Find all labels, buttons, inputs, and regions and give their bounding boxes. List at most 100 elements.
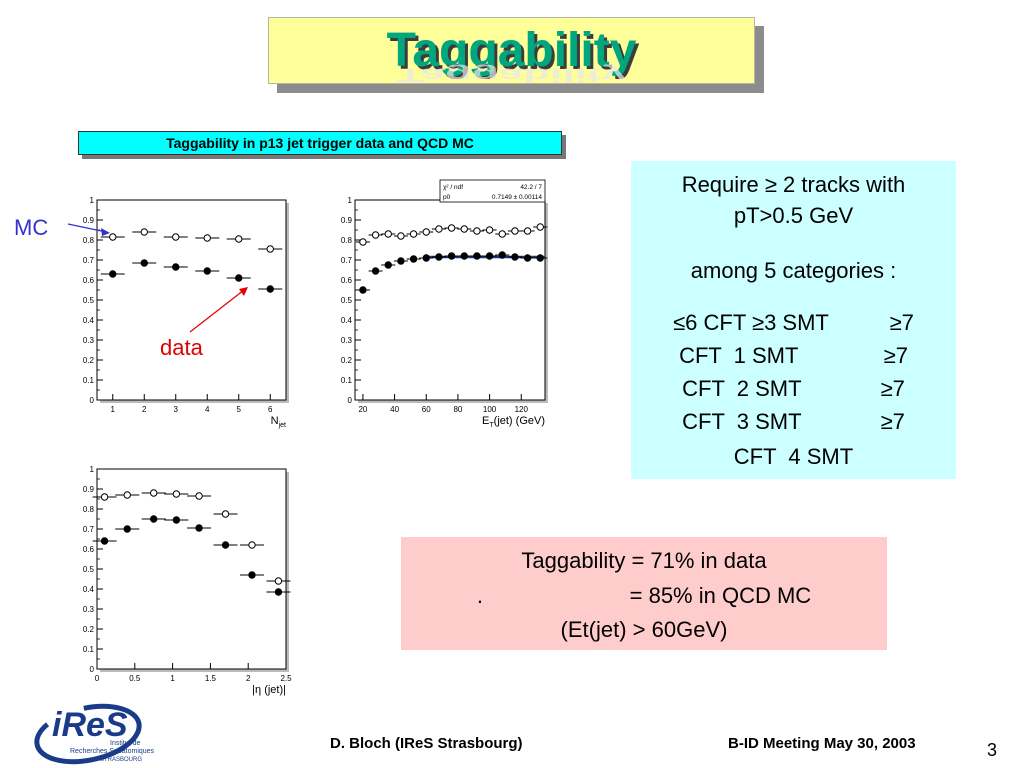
mc-label: MC: [14, 215, 49, 240]
mc-point: [109, 233, 117, 241]
stats-value-p0: 0.7149 ± 0.00114: [492, 194, 542, 201]
data-point: [498, 251, 506, 259]
data-point: [221, 541, 230, 549]
mc-point: [460, 225, 468, 233]
mc-point: [447, 224, 456, 232]
x-tick-label: 80: [453, 405, 462, 414]
x-tick-label: 1: [170, 674, 175, 683]
ires-logo: iReS Institut de Recherches Subatomiques…: [34, 703, 155, 765]
mc-point: [384, 230, 392, 238]
y-tick-label: 1: [348, 196, 353, 205]
x-tick-label: 40: [390, 405, 399, 414]
y-tick-label: 0: [348, 396, 353, 405]
category-3: CFT 2 SMT ≥7: [682, 376, 905, 401]
mc-point: [473, 227, 481, 235]
requirements-box: [631, 161, 956, 479]
mc-point: [511, 227, 519, 235]
req-line-2: pT>0.5 GeV: [733, 203, 854, 228]
y-tick-label: 0.5: [83, 296, 95, 305]
category-1: ≤6 CFT ≥3 SMT ≥7: [673, 310, 914, 335]
data-point: [203, 267, 211, 275]
slide-title: Taggability: [386, 24, 637, 77]
data-point: [195, 524, 203, 532]
x-tick-label: 0: [95, 674, 100, 683]
y-tick-label: 0.4: [83, 316, 95, 325]
data-point: [511, 253, 519, 261]
x-tick-label: 0.5: [129, 674, 141, 683]
y-tick-label: 0: [90, 396, 95, 405]
x-tick-label: 60: [422, 405, 431, 414]
y-tick-label: 0.3: [341, 336, 353, 345]
y-tick-label: 0.5: [83, 565, 95, 574]
y-tick-label: 0.4: [83, 585, 95, 594]
data-point: [123, 525, 131, 533]
data-point: [248, 571, 256, 579]
data-point: [460, 252, 468, 260]
x-axis-label: ET(jet) (GeV): [482, 415, 545, 429]
x-tick-label: 1.5: [205, 674, 217, 683]
mc-point: [140, 228, 148, 236]
y-tick-label: 0: [90, 665, 95, 674]
logo-line-2: Recherches Subatomiques: [70, 748, 155, 755]
data-point: [384, 261, 392, 269]
x-tick-label: 2: [142, 405, 147, 414]
y-tick-label: 0.1: [83, 645, 95, 654]
data-point: [172, 516, 181, 524]
logo-line-1: Institut de: [110, 740, 140, 747]
y-tick-label: 0.1: [83, 376, 95, 385]
x-tick-label: 6: [268, 405, 273, 414]
data-point: [409, 255, 418, 263]
data-point: [359, 286, 367, 294]
req-line-1: Require ≥ 2 tracks with: [681, 172, 906, 197]
mc-point: [536, 223, 544, 231]
result-line-1: Taggability = 71% in data: [521, 548, 767, 573]
y-tick-label: 0.8: [341, 236, 353, 245]
stats-label-p0: p0: [443, 194, 451, 201]
y-tick-label: 0.2: [83, 356, 95, 365]
mc-point: [523, 227, 532, 235]
y-tick-label: 0.3: [83, 336, 95, 345]
mc-point: [248, 541, 256, 549]
req-line-3: among 5 categories :: [690, 258, 897, 283]
y-tick-label: 0.3: [83, 605, 95, 614]
data-point: [435, 253, 443, 261]
result-line-3: (Et(jet) > 60GeV): [560, 617, 728, 642]
data-point: [100, 537, 109, 545]
y-tick-label: 0.7: [341, 256, 353, 265]
footer-meeting: B-ID Meeting May 30, 2003: [728, 735, 916, 752]
x-tick-label: 2.5: [280, 674, 292, 683]
logo-wordmark: iReS: [52, 706, 128, 744]
data-point: [274, 588, 283, 596]
y-tick-label: 0.4: [341, 316, 353, 325]
data-point: [235, 274, 243, 282]
y-tick-label: 0.9: [83, 216, 95, 225]
y-tick-label: 0.2: [341, 356, 353, 365]
plot-eta-jet: 0 0.1 0.2 0.3 0.4 0.5 0.6 0.7 0.8 0.9 1 0 0.5 1 1.5 2 2.…: [83, 465, 292, 696]
footer-author: D. Bloch (IReS Strasbourg): [330, 735, 523, 752]
y-tick-label: 0.1: [341, 376, 353, 385]
data-arrow-head: [239, 287, 248, 296]
y-tick-label: 0.9: [341, 216, 353, 225]
data-point: [397, 257, 405, 265]
y-tick-label: 0.8: [83, 505, 95, 514]
category-5: CFT 4 SMT: [733, 444, 854, 469]
data-point: [266, 285, 274, 293]
x-tick-label: 20: [358, 405, 367, 414]
mc-point: [203, 234, 211, 242]
mc-point: [274, 577, 283, 585]
category-4: CFT 3 SMT ≥7: [682, 409, 905, 434]
x-tick-label: 4: [205, 405, 210, 414]
x-axis-label: |η (jet)|: [252, 684, 286, 696]
mc-point: [435, 225, 443, 233]
x-tick-label: 3: [174, 405, 179, 414]
y-tick-label: 0.6: [83, 545, 95, 554]
mc-point: [266, 245, 274, 253]
x-tick-label: 5: [237, 405, 242, 414]
result-line-2: . = 85% in QCD MC: [476, 583, 812, 608]
y-tick-label: 0.7: [83, 525, 95, 534]
data-point: [109, 270, 117, 278]
page-number: 3: [987, 740, 998, 760]
mc-point: [409, 230, 418, 238]
data-point: [536, 254, 544, 262]
